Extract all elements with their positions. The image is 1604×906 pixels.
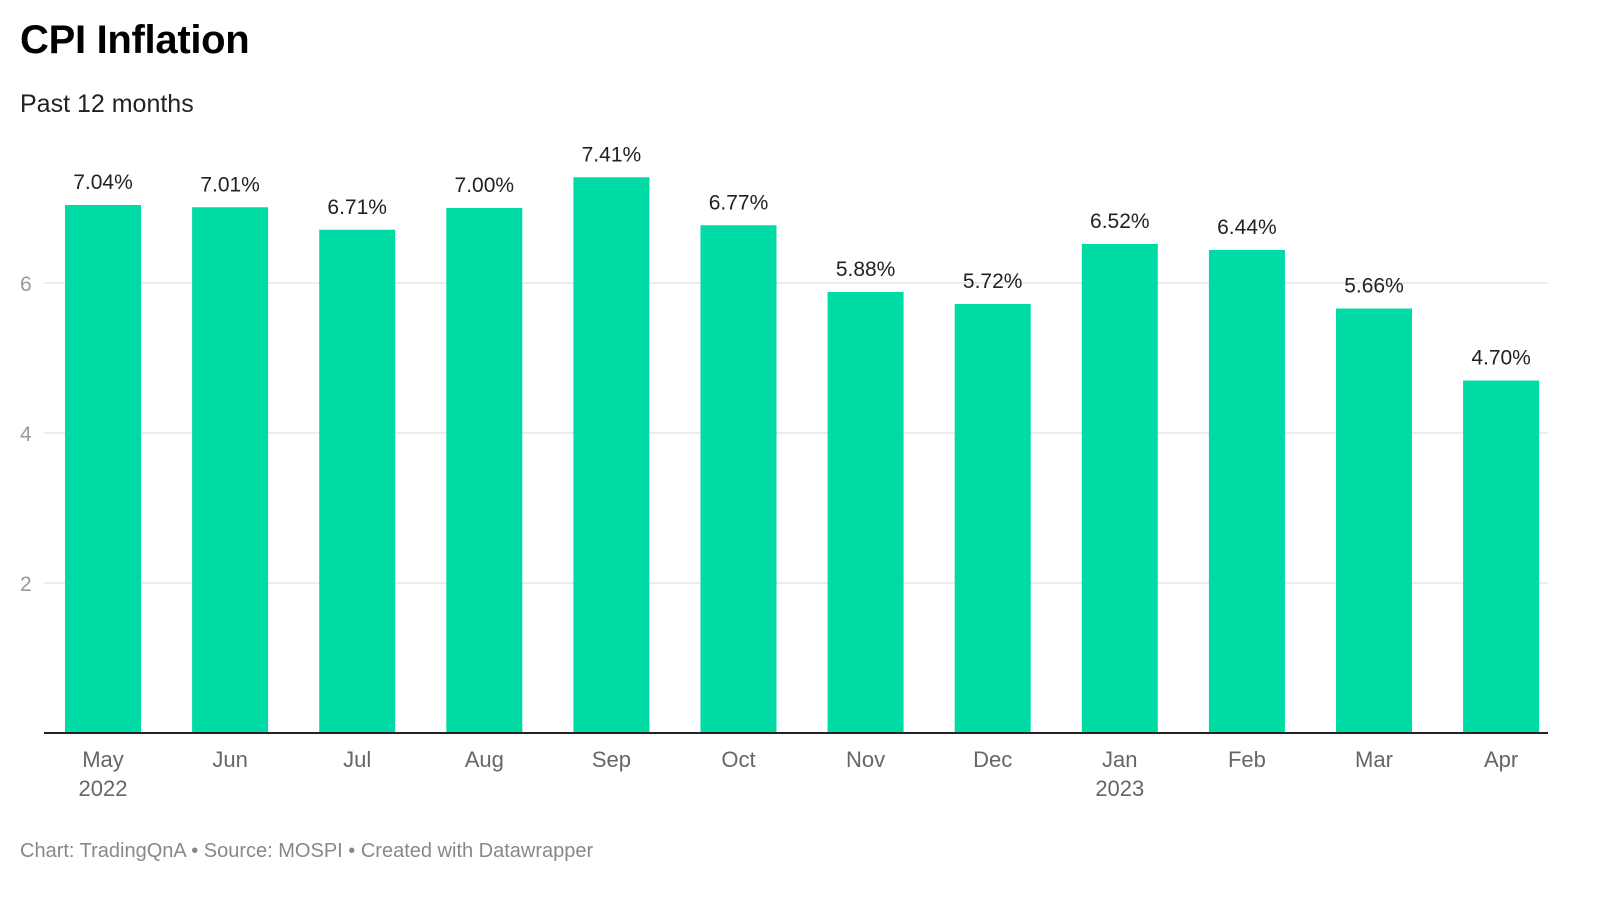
value-label: 5.66% [1344, 275, 1404, 298]
y-tick-label: 4 [20, 423, 32, 446]
x-tick-label: Feb [1228, 747, 1266, 772]
bar-sep [573, 177, 650, 733]
x-tick-label: Mar [1355, 747, 1393, 772]
bar-chart: 2 4 6 7.04% 7.01% 6.71% 7.00% 7.41% 6.77% 5.88% 5… [20, 143, 1548, 801]
x-tick-label: Apr [1484, 747, 1518, 772]
x-year-label: 2022 [79, 776, 128, 801]
bar-dec [954, 304, 1031, 733]
chart-title: CPI Inflation [20, 18, 250, 62]
bar-nov [827, 292, 904, 733]
x-tick-label: Jan [1102, 747, 1137, 772]
value-label: 7.01% [200, 173, 260, 196]
value-label: 5.72% [963, 270, 1023, 293]
x-year-label: 2023 [1095, 776, 1144, 801]
value-labels: 7.04% 7.01% 6.71% 7.00% 7.41% 6.77% 5.88% 5.72%… [73, 143, 1531, 369]
bar-may [65, 205, 141, 733]
x-tick-label: Sep [592, 747, 631, 772]
x-tick-label: Jul [343, 747, 371, 772]
x-tick-label: Jun [212, 747, 247, 772]
bar-jul [319, 229, 396, 733]
value-label: 7.00% [455, 174, 515, 197]
value-label: 6.77% [709, 191, 769, 214]
footer-separator: • [185, 840, 204, 862]
value-label: 4.70% [1471, 347, 1531, 370]
value-label: 6.52% [1090, 210, 1150, 233]
footer-separator: • [342, 840, 361, 862]
bar-jun [192, 207, 269, 733]
created-with-text: Created with Datawrapper [360, 840, 594, 862]
y-tick-label: 6 [20, 273, 32, 296]
value-label: 6.71% [327, 196, 387, 219]
bars [65, 177, 1540, 733]
x-tick-label: Oct [721, 747, 755, 772]
bar-mar [1336, 308, 1412, 733]
bar-oct [700, 225, 777, 733]
chart-footer: Chart: TradingQnA • Source: MOSPI • Crea… [20, 840, 593, 863]
value-label: 7.41% [582, 143, 642, 166]
x-axis: May 2022 Jun Jul Aug Sep Oct Nov Dec Jan 2023 Feb Ma… [44, 732, 1548, 801]
value-label: 6.44% [1217, 216, 1277, 239]
bar-jan [1081, 244, 1158, 733]
credit-text: Chart: TradingQnA [20, 840, 186, 862]
x-tick-label: Dec [973, 747, 1012, 772]
bar-apr [1463, 380, 1540, 733]
gridlines: 2 4 6 [20, 273, 1548, 596]
x-tick-label: May [82, 747, 124, 772]
value-label: 7.04% [73, 171, 133, 194]
y-tick-label: 2 [20, 573, 32, 596]
value-label: 5.88% [836, 258, 896, 281]
chart-subtitle: Past 12 months [20, 90, 194, 118]
source-text: Source: MOSPI [203, 840, 343, 862]
bar-feb [1208, 250, 1285, 733]
bar-aug [446, 208, 523, 733]
x-tick-label: Aug [465, 747, 504, 772]
x-tick-label: Nov [846, 747, 885, 772]
